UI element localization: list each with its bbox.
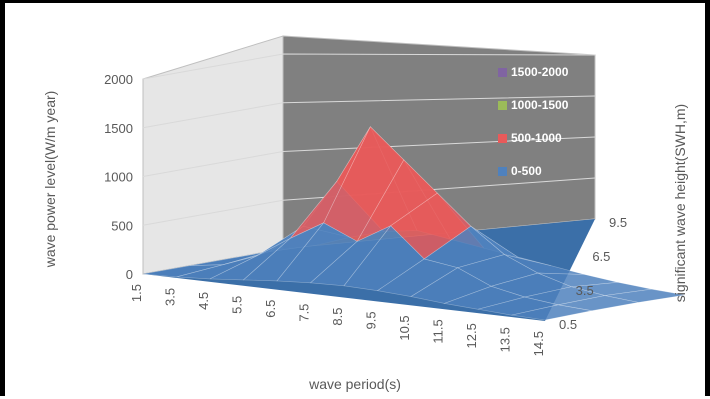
y-tick-label: 0 [126,267,133,282]
legend-label: 1500-2000 [511,65,569,79]
x-tick-label: 11.5 [431,319,446,343]
x-tick-label: 1.5 [129,284,144,302]
x-axis-title: wave period(s) [308,376,401,392]
y-tick-label: 1500 [104,121,133,136]
x-axis-ticks: 1.5 3.5 4.5 5.5 6.5 7.5 8.5 9.5 10.5 11.5 12.5 13.5… [129,284,546,356]
gridline [142,53,596,80]
x-tick-label: 8.5 [330,308,345,326]
y-tick-label: 1000 [104,170,133,185]
depth-tick-label: 9.5 [609,215,627,230]
y-axis-title: wave power level(W/m year) [42,91,58,269]
surface [142,126,686,321]
gridline [142,177,596,226]
x-tick-label: 3.5 [163,288,178,306]
depth-tick-label: 0.5 [559,317,577,332]
y-tick-label: 2000 [104,72,133,87]
x-tick-label: 14.5 [531,331,546,356]
depth-axis-title: significant wave height(SWH,m) [672,104,688,302]
x-tick-label: 10.5 [397,315,412,340]
legend-swatch [498,134,507,143]
depth-axis-ticks: 0.5 3.5 6.5 9.5 [559,215,627,332]
gridline [142,136,596,177]
legend-label: 0-500 [511,164,542,178]
legend-swatch [498,101,507,110]
depth-tick-label: 3.5 [576,283,594,298]
legend: 1500-2000 1000-1500 500-1000 0-500 [498,65,569,178]
x-tick-label: 4.5 [196,292,211,310]
chart-svg: 0 500 1000 1500 2000 1.5 3.5 4.5 5.5 6.5 7.5 8.5 9.… [42,35,688,392]
gridline [142,95,596,129]
x-tick-label: 6.5 [263,300,278,318]
x-tick-label: 7.5 [297,304,312,322]
x-tick-label: 9.5 [364,311,379,329]
depth-tick-label: 6.5 [592,249,610,264]
legend-swatch [498,68,507,77]
y-axis-ticks: 0 500 1000 1500 2000 [104,72,133,282]
x-tick-label: 5.5 [230,296,245,314]
x-tick-label: 12.5 [464,323,479,348]
legend-swatch [498,167,507,176]
y-tick-label: 500 [111,218,133,233]
legend-label: 1000-1500 [511,98,569,112]
surface-patch [558,295,639,312]
surface-patch [511,304,592,321]
legend-label: 500-1000 [511,131,562,145]
x-tick-label: 13.5 [498,327,513,352]
